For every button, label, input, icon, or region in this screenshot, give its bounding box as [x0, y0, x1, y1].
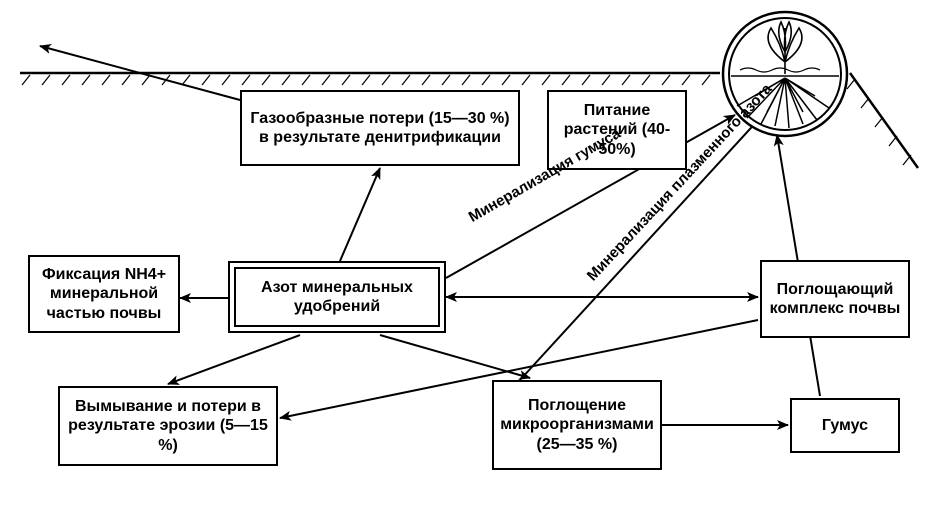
edge-center-microorg — [380, 335, 530, 378]
edge-gaseous-air — [40, 46, 240, 100]
node-absorbing: Поглощающий комплекс почвы — [760, 260, 910, 338]
node-microorg: Поглощение микроорганизмами (25—35 %) — [492, 380, 662, 470]
node-gaseous: Газообразные потери (15—30 %) в результа… — [240, 90, 520, 166]
node-humus: Гумус — [790, 398, 900, 453]
node-erosion: Вымывание и потери в результате эрозии (… — [58, 386, 278, 466]
node-label-fixation: Фиксация NH4+ минеральной частью почвы — [36, 265, 172, 323]
node-center: Азот минеральных удобрений — [228, 261, 446, 333]
diagram-stage: Азот минеральных удобрений Газообразные п… — [0, 0, 933, 507]
edge-center-erosion — [168, 335, 300, 384]
node-label-erosion: Вымывание и потери в результате эрозии (… — [66, 397, 270, 455]
node-label-gaseous: Газообразные потери (15—30 %) в результа… — [248, 109, 512, 147]
node-label-humus: Гумус — [822, 416, 868, 435]
node-label-center: Азот минеральных удобрений — [236, 278, 438, 316]
node-label-microorg: Поглощение микроорганизмами (25—35 %) — [500, 396, 654, 454]
edge-center-gaseous — [340, 168, 380, 261]
node-fixation: Фиксация NH4+ минеральной частью почвы — [28, 255, 180, 333]
node-label-absorbing: Поглощающий комплекс почвы — [768, 280, 902, 318]
